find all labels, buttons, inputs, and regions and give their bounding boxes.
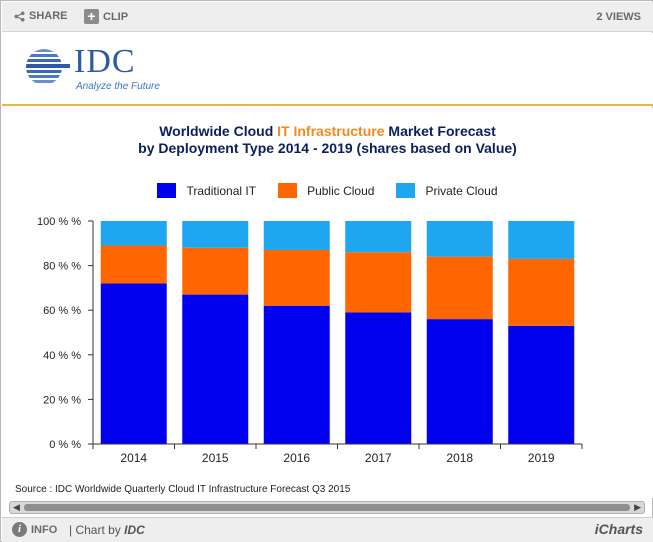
y-tick-label: 40 % %	[43, 350, 81, 362]
y-tick-label: 80 % %	[43, 261, 81, 273]
info-button[interactable]: i INFO	[12, 522, 57, 537]
bar-chart-plot: 0 % % 20 % % 40 % % 60 % % 80 % % 100 % % 2014…	[37, 216, 583, 465]
x-tick-label: 2019	[528, 451, 555, 465]
x-tick-label: 2014	[120, 451, 147, 465]
legend-item[interactable]: Traditional IT	[157, 183, 256, 198]
views-count: 2 VIEWS	[596, 11, 641, 23]
bar-segment	[263, 249, 330, 306]
info-label: INFO	[31, 523, 58, 536]
bar-segment	[100, 283, 167, 444]
scroll-right-icon[interactable]: ▶	[634, 502, 641, 512]
x-tick-label: 2015	[202, 451, 229, 465]
share-icon	[14, 10, 25, 22]
globe-icon	[26, 49, 70, 83]
bar-segment	[182, 221, 249, 248]
scroll-left-icon[interactable]: ◀	[13, 502, 20, 512]
share-button[interactable]: SHARE	[14, 10, 68, 22]
idc-logo: IDC Analyze the Future	[22, 43, 172, 95]
legend-swatch	[396, 183, 416, 198]
chart-title-pre: Worldwide Cloud	[159, 123, 278, 139]
legend-label: Traditional IT	[186, 183, 257, 198]
y-tick-label: 60 % %	[43, 305, 81, 317]
legend-swatch	[278, 183, 298, 198]
y-tick-label: 0 % %	[49, 439, 81, 451]
bar-segment	[508, 258, 575, 326]
bar-segment	[426, 221, 493, 257]
legend-label: Private Cloud	[425, 183, 498, 198]
share-label: SHARE	[29, 10, 68, 22]
bar-segment	[508, 325, 575, 444]
chart-by-credit: | Chart by IDC	[69, 523, 145, 537]
bar-segment	[426, 256, 493, 320]
logo-tagline: Analyze the Future	[76, 81, 160, 92]
bar-segment	[345, 221, 412, 253]
chart-area: Worldwide Cloud IT Infrastructure Market…	[2, 108, 653, 498]
bar-segment	[426, 319, 493, 444]
bar-segment	[508, 221, 575, 259]
icharts-brand-link[interactable]: iCharts	[594, 521, 643, 537]
bar-segment	[100, 245, 167, 284]
y-tick-label: 100 % %	[37, 216, 81, 228]
logo-wordmark: IDC	[74, 43, 136, 80]
bar-segment	[263, 305, 330, 444]
clip-label: CLIP	[103, 10, 129, 23]
bar-segment	[345, 252, 412, 313]
bar-segment	[263, 221, 330, 250]
x-tick-label: 2016	[283, 451, 310, 465]
bar-segment	[182, 247, 249, 295]
legend-item[interactable]: Public Cloud	[278, 183, 374, 198]
chart-legend: Traditional IT Public Cloud Private Cloud	[2, 183, 653, 198]
bar-segment	[345, 312, 412, 444]
scroll-thumb[interactable]	[24, 504, 630, 511]
chart-source: Source : IDC Worldwide Quarterly Cloud I…	[15, 484, 351, 495]
chart-title-line1: Worldwide Cloud IT Infrastructure Market…	[2, 123, 653, 139]
info-icon: i	[12, 522, 27, 537]
chart-title-accent: IT Infrastructure	[277, 123, 385, 139]
legend-item[interactable]: Private Cloud	[396, 183, 498, 198]
legend-label: Public Cloud	[307, 183, 375, 198]
chart-by-prefix: | Chart by	[69, 523, 125, 537]
clip-button[interactable]: + CLIP	[84, 9, 128, 24]
chart-header: IDC Analyze the Future	[2, 33, 653, 106]
horizontal-scrollbar[interactable]: ◀ ▶	[9, 501, 645, 514]
bar-segment	[100, 221, 167, 246]
legend-swatch	[157, 183, 177, 198]
x-tick-label: 2017	[365, 451, 392, 465]
chart-title-post: Market Forecast	[384, 123, 496, 139]
chart-by-brand: IDC	[124, 523, 145, 537]
chart-title-line2: by Deployment Type 2014 - 2019 (shares b…	[138, 140, 517, 156]
bar-segment	[182, 294, 249, 444]
x-tick-label: 2018	[446, 451, 473, 465]
plus-icon: +	[84, 9, 99, 24]
top-toolbar: SHARE + CLIP 2 VIEWS	[2, 2, 653, 32]
bottom-toolbar: i INFO | Chart by IDC iCharts	[2, 517, 653, 542]
y-tick-label: 20 % %	[43, 394, 81, 406]
